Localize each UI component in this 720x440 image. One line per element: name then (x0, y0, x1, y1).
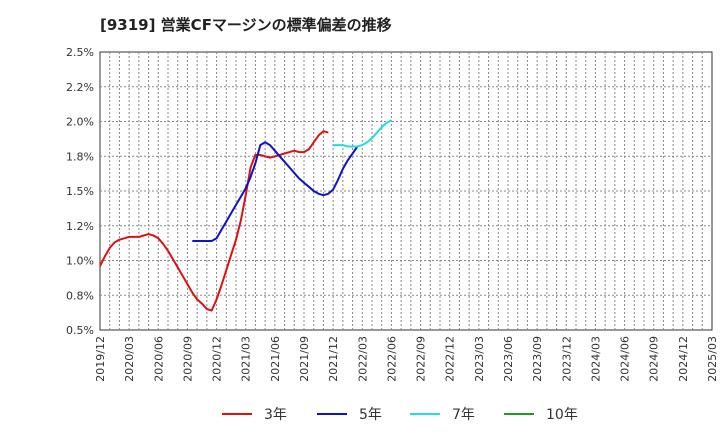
x-tick-label: 2020/12 (211, 336, 224, 382)
series-line-2 (333, 119, 392, 148)
x-tick-label: 2023/12 (560, 336, 573, 382)
x-tick-label: 2020/03 (123, 336, 136, 382)
y-axis: 0.5% 0.8% 1.0% 1.2% 1.5% 1.8% 2.0% 2.2% 2.5% (66, 46, 94, 337)
x-tick-label: 2021/06 (269, 336, 282, 382)
series-line-0 (99, 130, 329, 312)
x-tick-label: 2021/03 (240, 336, 253, 382)
x-tick-label: 2023/03 (473, 336, 486, 382)
y-tick-label: 1.0% (66, 255, 94, 268)
x-tick-label: 2022/06 (385, 336, 398, 382)
y-tick-label: 1.8% (66, 150, 94, 163)
series-lines (99, 119, 392, 312)
chart-title: [9319] 営業CFマージンの標準偏差の推移 (100, 16, 392, 34)
x-tick-label: 2024/09 (648, 336, 661, 382)
legend-label: 10年 (546, 407, 578, 423)
x-tick-label: 2025/03 (706, 336, 719, 382)
y-tick-label: 0.8% (66, 289, 94, 302)
y-tick-label: 2.2% (66, 81, 94, 94)
y-tick-label: 2.0% (66, 116, 94, 129)
grid (99, 51, 713, 331)
legend-label: 7年 (452, 407, 475, 423)
x-tick-label: 2021/09 (298, 336, 311, 382)
x-tick-label: 2023/09 (531, 336, 544, 382)
y-tick-label: 1.2% (66, 220, 94, 233)
x-tick-label: 2024/12 (677, 336, 690, 382)
x-tick-label: 2023/06 (502, 336, 515, 382)
series-line-1 (192, 141, 359, 242)
x-tick-label: 2022/03 (356, 336, 369, 382)
x-tick-label: 2019/12 (94, 336, 107, 382)
x-tick-label: 2021/12 (327, 336, 340, 382)
x-tick-label: 2022/12 (444, 336, 457, 382)
y-tick-label: 2.5% (66, 46, 94, 59)
legend: 3年 5年 7年 10年 (222, 407, 578, 423)
x-axis: 2019/12 2020/03 2020/06 2020/09 2020/12 2021/… (94, 336, 719, 382)
legend-label: 5年 (359, 407, 382, 423)
x-tick-label: 2020/06 (152, 336, 165, 382)
x-tick-label: 2020/09 (181, 336, 194, 382)
y-tick-label: 1.5% (66, 185, 94, 198)
x-tick-label: 2024/06 (619, 336, 632, 382)
legend-label: 3年 (264, 407, 287, 423)
y-tick-label: 0.5% (66, 324, 94, 337)
x-tick-label: 2022/09 (415, 336, 428, 382)
x-tick-label: 2024/03 (589, 336, 602, 382)
